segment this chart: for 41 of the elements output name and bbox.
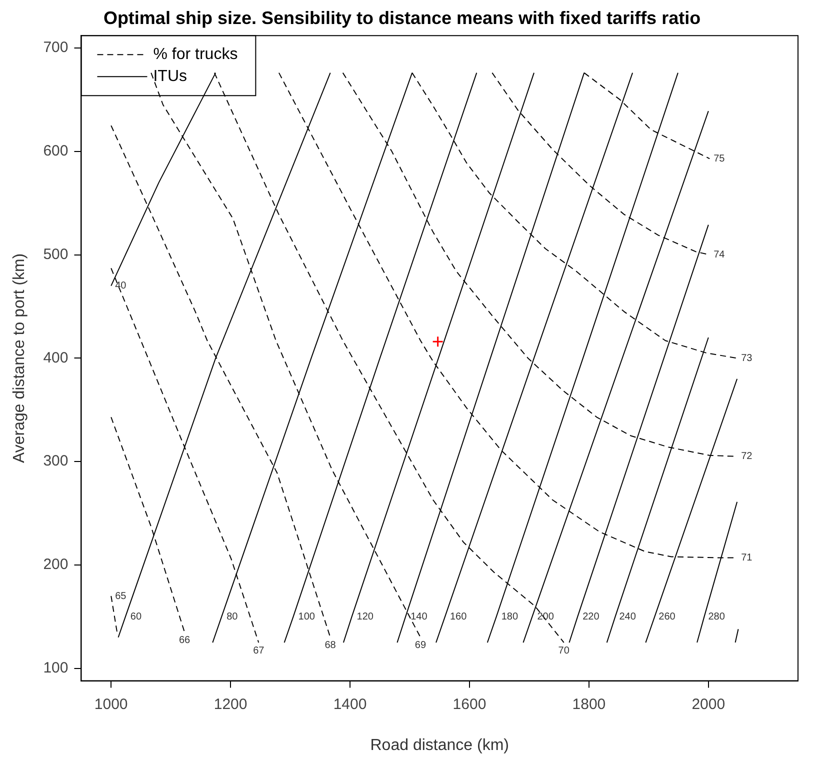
annotation: 240: [619, 611, 636, 622]
annotation: 73: [741, 352, 753, 364]
annotation: 40: [115, 280, 127, 292]
annotation: 70: [558, 645, 570, 656]
x-tick-label: 1800: [572, 696, 606, 713]
chart-title: Optimal ship size. Sensibility to distance means with fixed tariffs ratio: [103, 8, 701, 28]
annotation: 260: [658, 611, 676, 622]
annotation: 100: [298, 611, 316, 622]
annotation: 74: [714, 250, 726, 261]
y-tick-label: 700: [43, 39, 68, 56]
annotation: 220: [582, 611, 600, 622]
annotation: 160: [450, 611, 468, 622]
y-tick-label: 300: [43, 452, 68, 470]
annotation: 69: [414, 640, 426, 652]
x-tick-label: 1200: [214, 696, 248, 713]
annotation: 72: [741, 451, 753, 462]
annotation: 120: [356, 611, 374, 622]
y-axis-title: Average distance to port (km): [11, 253, 28, 463]
x-tick-label: 1400: [333, 696, 367, 713]
annotation: 67: [253, 645, 265, 656]
legend-label: % for trucks: [153, 46, 238, 64]
annotation: 280: [708, 611, 726, 622]
y-tick-label: 200: [43, 556, 68, 574]
annotation: 140: [410, 611, 428, 622]
annotation: 65: [115, 590, 127, 602]
y-tick-label: 500: [43, 246, 68, 263]
annotation: 71: [741, 552, 753, 564]
y-tick-label: 100: [43, 660, 68, 677]
x-tick-label: 1600: [452, 696, 486, 713]
annotation: 180: [501, 611, 518, 622]
x-tick-label: 1000: [94, 696, 128, 713]
legend-label: ITUs: [153, 68, 188, 86]
x-axis-title: Road distance (km): [370, 736, 509, 754]
annotation: 75: [714, 153, 726, 164]
y-tick-label: 400: [43, 349, 68, 366]
annotation: 60: [130, 611, 142, 622]
annotation: 68: [324, 640, 336, 652]
y-tick-label: 600: [43, 142, 68, 160]
x-tick-label: 2000: [692, 696, 726, 713]
annotation: 66: [179, 634, 191, 646]
annotation: 80: [226, 611, 238, 622]
